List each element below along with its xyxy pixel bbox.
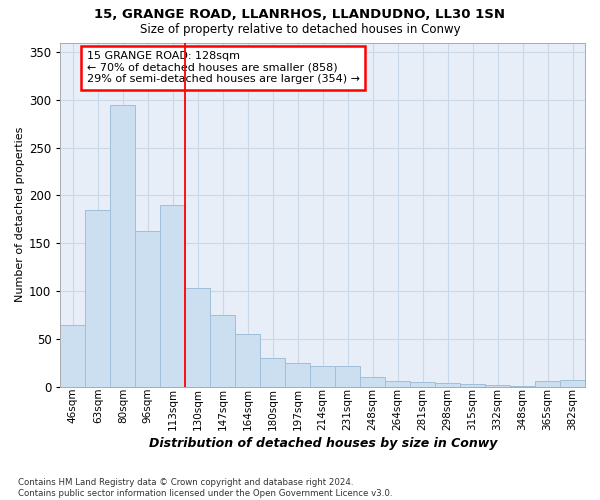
Bar <box>360 377 385 386</box>
Bar <box>335 366 360 386</box>
Bar <box>160 205 185 386</box>
Text: Contains HM Land Registry data © Crown copyright and database right 2024.
Contai: Contains HM Land Registry data © Crown c… <box>18 478 392 498</box>
Text: 15, GRANGE ROAD, LLANRHOS, LLANDUDNO, LL30 1SN: 15, GRANGE ROAD, LLANRHOS, LLANDUDNO, LL… <box>95 8 505 20</box>
Bar <box>535 381 560 386</box>
Bar <box>61 326 85 386</box>
Bar <box>410 382 435 386</box>
Bar <box>385 381 410 386</box>
Bar <box>560 380 585 386</box>
Bar <box>235 334 260 386</box>
Bar <box>310 366 335 386</box>
Bar <box>136 231 160 386</box>
Bar <box>110 104 136 386</box>
Bar <box>460 384 485 386</box>
Y-axis label: Number of detached properties: Number of detached properties <box>15 127 25 302</box>
Bar <box>260 358 285 386</box>
X-axis label: Distribution of detached houses by size in Conwy: Distribution of detached houses by size … <box>149 437 497 450</box>
Bar <box>85 210 110 386</box>
Bar <box>185 288 211 386</box>
Text: 15 GRANGE ROAD: 128sqm
← 70% of detached houses are smaller (858)
29% of semi-de: 15 GRANGE ROAD: 128sqm ← 70% of detached… <box>86 51 359 84</box>
Bar <box>285 362 310 386</box>
Bar <box>435 382 460 386</box>
Bar <box>485 384 510 386</box>
Bar <box>211 315 235 386</box>
Text: Size of property relative to detached houses in Conwy: Size of property relative to detached ho… <box>140 22 460 36</box>
